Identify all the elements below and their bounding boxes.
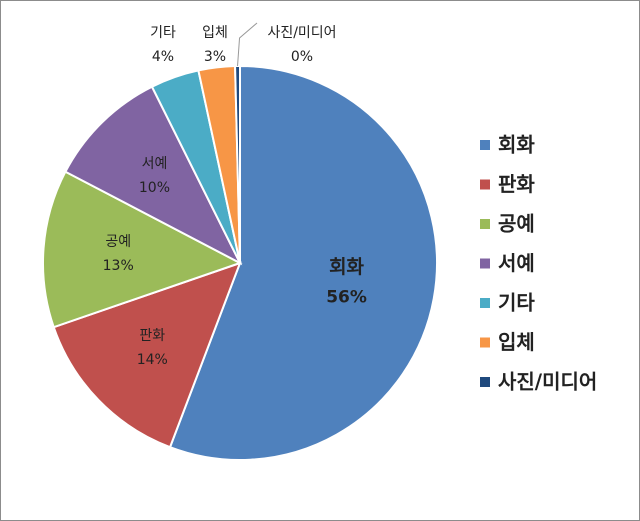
legend-label: 사진/미디어 (498, 370, 597, 394)
slice-category-label: 사진/미디어 (267, 25, 336, 41)
slice-category-label: 기타 (150, 25, 176, 41)
slice-category-label: 판화 (139, 328, 165, 344)
slice-category-label: 입체 (202, 25, 228, 41)
legend-label: 회화 (498, 133, 535, 157)
pie-slice (168, 64, 438, 461)
leader-line (237, 22, 258, 67)
slice-category-label: 서예 (142, 156, 168, 172)
legend-label: 서예 (498, 251, 535, 275)
legend-swatch (480, 337, 490, 348)
slice-category-label: 회화 (329, 256, 364, 278)
legend-swatch (480, 258, 490, 269)
legend-label: 기타 (498, 291, 535, 315)
legend-swatch (480, 219, 490, 229)
legend-label: 공예 (498, 212, 535, 236)
legend-swatch (480, 179, 490, 190)
pie-slice (52, 261, 242, 449)
legend-swatch (480, 140, 490, 150)
slice-value-label: 10% (139, 180, 170, 196)
slice-value-label: 56% (326, 288, 367, 308)
legend-label: 판화 (498, 172, 535, 196)
slice-value-label: 13% (103, 258, 134, 274)
slice-value-label: 3% (204, 49, 226, 65)
legend-swatch (480, 298, 490, 308)
legend-label: 입체 (498, 330, 535, 354)
slice-value-label: 4% (152, 49, 174, 65)
slice-category-label: 공예 (105, 234, 131, 250)
pie-slice (42, 170, 243, 329)
pie-slice (64, 85, 243, 266)
slice-value-label: 0% (291, 49, 313, 65)
slice-value-label: 14% (137, 352, 168, 368)
legend-swatch (480, 377, 490, 387)
